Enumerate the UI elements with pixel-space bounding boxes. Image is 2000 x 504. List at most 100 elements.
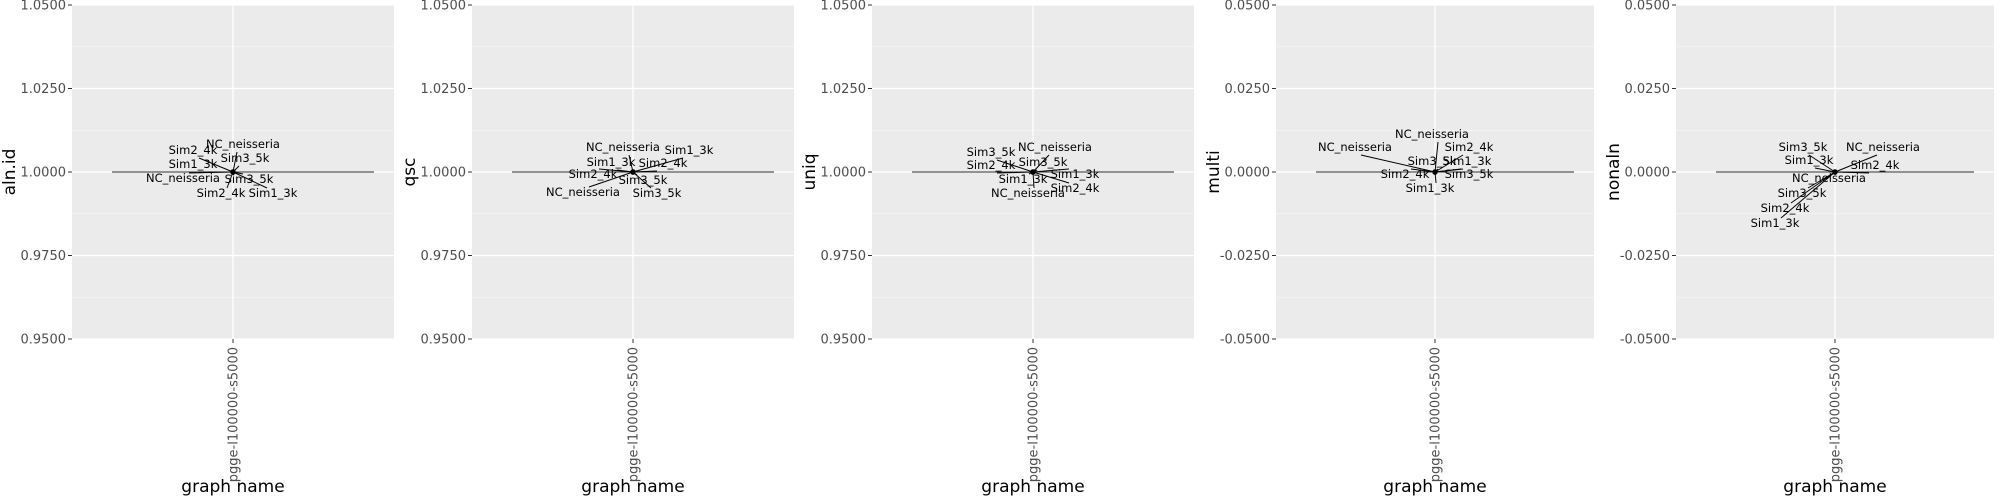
point-label: Sim1_3k (1443, 154, 1492, 168)
label-segment (632, 171, 652, 189)
y-tick-label: 1.0500 (421, 0, 467, 14)
x-tick-label: pgge-l100000-s5000 (1027, 347, 1042, 482)
label-segment (188, 171, 234, 174)
point-label: NC_neisseria (991, 186, 1065, 200)
label-segment (1434, 168, 1464, 173)
point-label: NC_neisseria (146, 171, 220, 185)
point-label: Sim1_3k (587, 155, 636, 169)
point-label: Sim1_3k (1751, 216, 1800, 230)
label-segment (1808, 154, 1836, 173)
label-segment (598, 168, 634, 173)
panel-uniq: 0.9500 0.9750 1.0000 1.0250 1.0500 pgge-l1000… (800, 0, 1194, 497)
y-axis-title: nonaln (1604, 143, 1624, 201)
y-tick-label: 0.9750 (421, 249, 467, 264)
x-axis-title: graph name (181, 477, 284, 497)
panel-qsc: 0.9500 0.9750 1.0000 1.0250 1.0500 pgge-l1000… (400, 0, 794, 497)
y-axis-title: qsc (400, 158, 420, 187)
point-label: Sim3_5k (967, 145, 1016, 159)
point-label: Sim3_5k (619, 173, 668, 187)
label-segment (198, 157, 234, 173)
point-label: NC_neisseria (1846, 140, 1920, 154)
y-tick-label: -0.0250 (1620, 249, 1670, 264)
label-segment (1032, 154, 1050, 173)
label-segment (1032, 171, 1035, 189)
point-label: Sim3_5k (1779, 140, 1828, 154)
x-tick-label: pgge-l100000-s5000 (1829, 347, 1844, 482)
label-segment (1834, 154, 1878, 173)
y-axis-title: aln.id (0, 149, 20, 196)
point-label: Sim3_5k (1019, 155, 1068, 169)
y-tick-label: 1.0500 (21, 0, 67, 14)
data-point (1030, 169, 1036, 175)
data-point (630, 169, 636, 175)
label-segment (226, 171, 234, 189)
x-tick-label: pgge-l100000-s5000 (627, 347, 642, 482)
y-tick-label: -0.0500 (1620, 333, 1670, 348)
point-label: Sim3_5k (633, 186, 682, 200)
x-axis-title: graph name (581, 477, 684, 497)
point-label: Sim3_5k (225, 172, 274, 186)
point-label: Sim1_3k (665, 143, 714, 157)
label-segment (632, 170, 658, 173)
y-tick-label: 0.0250 (1625, 82, 1671, 97)
panel-nonaln: -0.0500 -0.0250 0.0000 0.0250 0.0500 pgge-l10… (1604, 0, 1994, 497)
y-tick-label: 1.0000 (21, 166, 67, 181)
point-label: Sim2_4k (1381, 167, 1430, 181)
y-tick-label: 0.0000 (1625, 166, 1671, 181)
point-label: Sim2_4k (639, 156, 688, 170)
label-segment (1360, 154, 1436, 173)
point-label: Sim2_4k (197, 186, 246, 200)
y-axis-title: multi (1204, 150, 1224, 193)
y-tick-label: 1.0250 (421, 82, 467, 97)
point-label: Sim2_4k (169, 143, 218, 157)
point-label: Sim1_3k (249, 186, 298, 200)
point-label: Sim1_3k (1406, 181, 1455, 195)
y-tick-label: 0.9750 (821, 249, 867, 264)
label-segment (996, 159, 1034, 173)
point-label: Sim3_5k (221, 151, 270, 165)
y-tick-label: 1.0000 (421, 166, 467, 181)
y-tick-label: 0.9500 (821, 333, 867, 348)
label-segment (1814, 167, 1836, 173)
point-label: Sim1_3k (169, 157, 218, 171)
point-label: Sim1_3k (999, 172, 1048, 186)
y-tick-label: 0.9500 (421, 333, 467, 348)
y-tick-label: 0.0500 (1225, 0, 1271, 14)
label-segment (1032, 171, 1070, 184)
point-label: Sim1_3k (1051, 167, 1100, 181)
point-label: Sim2_4k (1051, 181, 1100, 195)
y-tick-label: 1.0500 (821, 0, 867, 14)
label-segment (628, 154, 634, 173)
y-tick-label: 0.0500 (1625, 0, 1671, 14)
panel-multi: -0.0500 -0.0250 0.0000 0.0250 0.0500 pgge-l10… (1204, 0, 1594, 497)
label-segment (1780, 171, 1836, 219)
y-axis-title: uniq (800, 153, 820, 190)
x-axis-title: graph name (1383, 477, 1486, 497)
x-tick-label: pgge-l100000-s5000 (1429, 347, 1444, 482)
point-label: NC_neisseria (1318, 140, 1392, 154)
label-segment (996, 171, 1034, 174)
y-tick-label: 0.0250 (1225, 82, 1271, 97)
point-label: NC_neisseria (546, 185, 620, 199)
point-label: Sim2_4k (1851, 158, 1900, 172)
y-tick-label: 0.0000 (1225, 166, 1271, 181)
point-label: Sim2_4k (1445, 140, 1494, 154)
label-segment (1790, 171, 1836, 204)
data-point (1432, 169, 1438, 175)
point-label: Sim1_3k (1785, 153, 1834, 167)
y-tick-label: 0.9750 (21, 249, 67, 264)
label-segment (232, 151, 238, 173)
y-tick-label: 1.0250 (821, 82, 867, 97)
y-tick-label: 0.9500 (21, 333, 67, 348)
y-tick-label: -0.0500 (1220, 333, 1270, 348)
label-segment (232, 171, 268, 189)
point-label: NC_neisseria (586, 140, 660, 154)
point-label: Sim3_5k (1408, 154, 1457, 168)
point-label: Sim2_4k (1761, 201, 1810, 215)
point-label: NC_neisseria (206, 137, 280, 151)
panel-aln-id: 0.9500 0.9750 1.0000 1.0250 1.0500 pgge-l1000… (0, 0, 394, 497)
label-segment (1834, 171, 1870, 174)
point-label: NC_neisseria (1018, 140, 1092, 154)
